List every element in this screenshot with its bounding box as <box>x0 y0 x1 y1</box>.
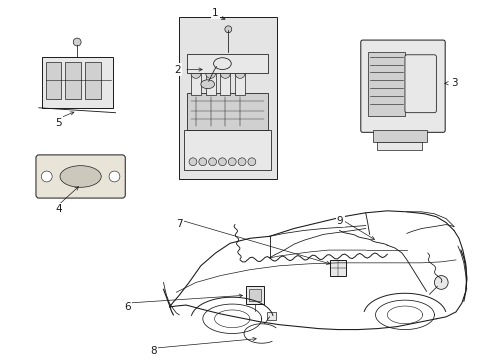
Circle shape <box>433 276 447 289</box>
Ellipse shape <box>201 80 214 89</box>
Bar <box>245 287 263 304</box>
Bar <box>184 130 270 170</box>
Ellipse shape <box>60 166 101 187</box>
Text: 2: 2 <box>174 64 180 75</box>
Bar <box>372 130 426 142</box>
Bar <box>85 62 101 99</box>
Bar <box>248 289 260 301</box>
Circle shape <box>199 158 206 166</box>
Circle shape <box>218 158 226 166</box>
Text: 3: 3 <box>450 78 456 88</box>
Text: 6: 6 <box>123 302 130 312</box>
Bar <box>205 73 215 95</box>
Text: 5: 5 <box>55 117 61 127</box>
FancyBboxPatch shape <box>36 155 125 198</box>
Text: 1: 1 <box>212 8 219 18</box>
Circle shape <box>208 158 216 166</box>
Circle shape <box>205 68 215 78</box>
Bar <box>187 54 267 73</box>
Ellipse shape <box>213 58 231 69</box>
Circle shape <box>41 171 52 182</box>
Circle shape <box>247 158 255 166</box>
Text: 9: 9 <box>336 216 343 226</box>
Circle shape <box>235 68 244 78</box>
Bar <box>377 142 421 150</box>
Text: 8: 8 <box>150 346 157 356</box>
Circle shape <box>228 158 236 166</box>
Bar <box>179 18 277 179</box>
Circle shape <box>238 158 245 166</box>
Bar <box>191 73 201 95</box>
Bar <box>220 73 230 95</box>
Bar <box>187 93 267 130</box>
Bar <box>367 52 404 116</box>
FancyBboxPatch shape <box>360 40 444 132</box>
Circle shape <box>224 26 231 33</box>
FancyBboxPatch shape <box>404 55 435 113</box>
Bar <box>46 62 61 99</box>
Bar <box>42 57 112 108</box>
Text: 7: 7 <box>176 219 182 229</box>
Circle shape <box>109 171 120 182</box>
Bar <box>235 73 244 95</box>
Circle shape <box>73 38 81 46</box>
Bar <box>65 62 81 99</box>
Bar <box>330 260 346 276</box>
Circle shape <box>191 68 201 78</box>
Bar <box>266 312 276 320</box>
Circle shape <box>189 158 197 166</box>
Text: 4: 4 <box>55 204 61 214</box>
Circle shape <box>220 68 230 78</box>
